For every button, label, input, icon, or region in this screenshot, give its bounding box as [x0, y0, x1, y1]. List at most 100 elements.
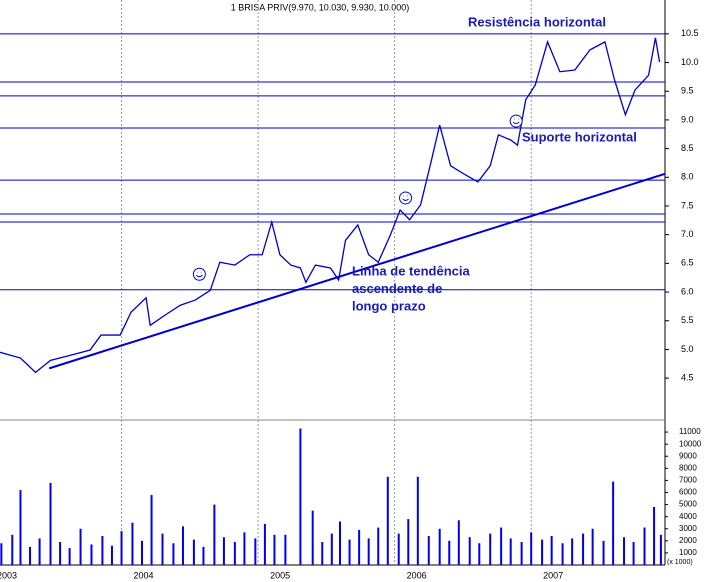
volume-bar — [68, 548, 71, 565]
volume-bar — [358, 529, 361, 565]
volume-bar — [468, 537, 471, 565]
chart-title: 1 BRISA PRIV(9.970, 10.030, 9.930, 10.00… — [231, 2, 410, 12]
trend-line — [48, 172, 666, 370]
x-tick-label: 2005 — [270, 570, 290, 580]
volume-bar — [161, 533, 164, 565]
volume-bar — [438, 528, 441, 565]
volume-bar — [181, 526, 184, 565]
volume-bar — [192, 539, 195, 565]
volume-bar — [367, 538, 370, 565]
volume-bar — [110, 545, 113, 565]
volume-bar — [591, 528, 594, 565]
volume-bar — [509, 538, 512, 565]
volume-bar — [243, 532, 246, 565]
volume-bar — [520, 542, 523, 565]
volume-bar — [386, 476, 389, 565]
y-tick-label: 6.0 — [681, 286, 694, 296]
volume-bar — [299, 428, 302, 565]
annotation: Linha de tendência — [352, 263, 471, 278]
price-line — [0, 37, 661, 374]
smiley-face — [196, 271, 203, 278]
y-tick-label: 1000 — [679, 548, 697, 557]
volume-bar — [612, 481, 615, 565]
smiley-marker — [192, 267, 206, 281]
volume-bar — [222, 537, 225, 565]
volume-bar — [49, 482, 52, 565]
volume-bar — [330, 533, 333, 565]
volume-bar — [29, 546, 32, 565]
volume-bar — [131, 522, 134, 565]
x-tick-label: 2004 — [134, 570, 154, 580]
smiley-face — [402, 195, 409, 201]
y-tick-label: 7.0 — [681, 229, 694, 239]
volume-bar — [582, 533, 585, 565]
volume-bar — [448, 540, 451, 565]
volume-bar — [11, 534, 14, 565]
volume-bar — [19, 490, 22, 565]
volume-bar — [377, 527, 380, 565]
annotation: Resistência horizontal — [468, 14, 606, 29]
volume-bar — [79, 528, 82, 565]
annotation: longo prazo — [352, 298, 426, 313]
volume-bar — [348, 539, 351, 565]
y-unit-label: (x 1000) — [667, 559, 693, 566]
volume-bar — [427, 536, 430, 565]
volume-bar — [202, 546, 205, 565]
volume-bar — [416, 476, 419, 565]
volume-bar — [233, 542, 236, 565]
y-tick-label: 5000 — [679, 500, 697, 509]
volume-bar — [120, 531, 123, 565]
y-tick-label: 8.0 — [681, 172, 694, 182]
volume-bar — [263, 523, 266, 565]
volume-bar — [478, 543, 481, 565]
y-tick-label: 8.5 — [681, 143, 694, 153]
y-tick-label: 10.0 — [681, 57, 699, 67]
volume-bar — [141, 540, 144, 565]
smiley-marker — [509, 114, 523, 128]
y-tick-label: 4000 — [679, 512, 697, 521]
volume-bar — [457, 520, 460, 565]
volume-bar — [530, 532, 533, 565]
y-tick-label: 2000 — [679, 536, 697, 545]
y-tick-label: 5.0 — [681, 344, 694, 354]
y-tick-label: 7000 — [679, 476, 697, 485]
y-tick-label: 4.5 — [681, 372, 694, 382]
volume-bar — [273, 534, 276, 565]
volume-bar — [0, 543, 3, 565]
y-tick-label: 10000 — [679, 439, 702, 448]
volume-bar — [571, 538, 574, 565]
annotation: Suporte horizontal — [522, 129, 637, 144]
volume-bar — [632, 542, 635, 565]
volume-bar — [284, 534, 287, 565]
volume-bar — [602, 540, 605, 565]
volume-bar — [254, 538, 257, 565]
volume-bar — [172, 543, 175, 565]
y-tick-label: 3000 — [679, 524, 697, 533]
volume-bar — [311, 510, 314, 565]
y-tick-label: 7.5 — [681, 200, 694, 210]
volume-bar — [59, 542, 62, 565]
x-tick-label: 2007 — [543, 570, 563, 580]
y-tick-label: 6000 — [679, 488, 697, 497]
x-tick-label: 2006 — [407, 570, 427, 580]
volume-bar — [38, 538, 41, 565]
y-tick-label: 8000 — [679, 463, 697, 472]
y-tick-label: 10.5 — [681, 28, 699, 38]
y-tick-label: 11000 — [679, 427, 701, 436]
annotation: ascendente de — [352, 281, 442, 296]
y-tick-label: 5.5 — [681, 315, 694, 325]
volume-bar — [339, 521, 342, 565]
volume-bar — [653, 507, 656, 565]
y-tick-label: 6.5 — [681, 258, 694, 268]
y-tick-label: 9.5 — [681, 86, 694, 96]
smiley-face — [512, 118, 520, 125]
volume-bar — [500, 527, 503, 565]
y-tick-label: 9000 — [679, 451, 697, 460]
y-tick-label: 9.0 — [681, 114, 694, 124]
volume-bar — [101, 536, 104, 565]
volume-bar — [213, 504, 216, 565]
smiley-marker — [399, 191, 413, 205]
x-tick-label: 2003 — [0, 570, 17, 580]
